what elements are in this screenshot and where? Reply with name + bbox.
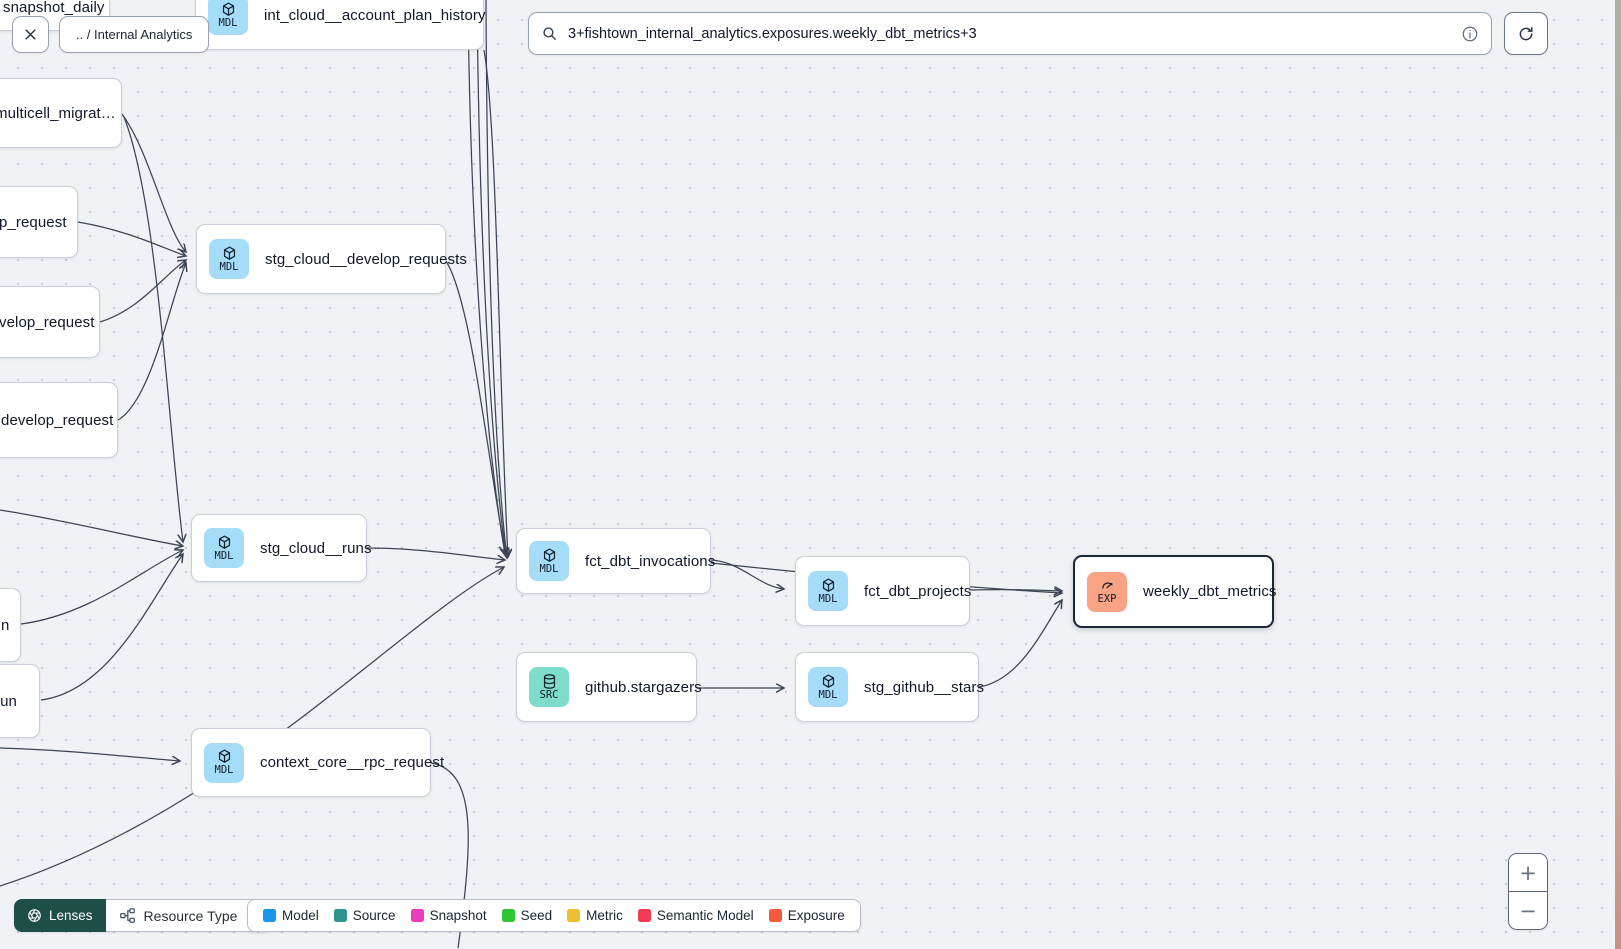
legend-item-model: Model [263, 908, 319, 923]
node-label: multicell_migrat… [0, 104, 116, 122]
aperture-icon [28, 909, 41, 922]
node-cut-n[interactable]: n [0, 588, 21, 662]
snapshot-color-swatch [410, 909, 424, 922]
window-edge-strip [1615, 0, 1621, 949]
node-label: stg_github__stars [864, 678, 985, 696]
node-label: stg_cloud__develop_requests [265, 250, 468, 268]
legend-item-exposure: Exposure [768, 908, 845, 923]
node-label: develop_request [1, 411, 114, 429]
refresh-icon [1519, 26, 1533, 40]
cube-icon [822, 578, 834, 592]
node-velop-request[interactable]: velop_request [0, 286, 100, 358]
model-badge: MDL [204, 742, 244, 783]
cube-icon [822, 674, 834, 688]
node-develop-request[interactable]: develop_request [0, 382, 118, 458]
node-weekly-dbt-metrics[interactable]: EXP weekly_dbt_metrics [1073, 555, 1277, 628]
cube-icon [222, 2, 234, 16]
zoom-controls: + − [1508, 853, 1548, 930]
node-label: snapshot_daily [3, 0, 105, 16]
node-label: context_core__rpc_request [260, 754, 445, 771]
node-stg-github-stars[interactable]: MDL stg_github__stars [795, 652, 984, 722]
node-label: p_request [0, 213, 67, 231]
node-label: weekly_dbt_metrics [1143, 583, 1277, 600]
node-fct-dbt-invocations[interactable]: MDL fct_dbt_invocations [516, 528, 715, 594]
node-fct-dbt-projects[interactable]: MDL fct_dbt_projects [795, 556, 972, 626]
node-label: run [0, 692, 17, 710]
node-label: stg_cloud__runs [260, 539, 372, 557]
breadcrumb[interactable]: .. / Internal Analytics [59, 16, 210, 53]
cube-icon [218, 535, 230, 549]
node-stg-cloud-develop-requests[interactable]: MDL stg_cloud__develop_requests [196, 224, 467, 294]
node-github-stargazers[interactable]: SRC github.stargazers [516, 652, 702, 722]
node-label: github.stargazers [585, 678, 702, 696]
breadcrumb-label: .. / Internal Analytics [76, 27, 193, 42]
legend-item-metric: Metric [567, 908, 623, 923]
resource-type-label: Resource Type [143, 907, 238, 924]
model-badge: MDL [529, 541, 569, 581]
node-context-core-rpc-request[interactable]: MDL context_core__rpc_request [191, 728, 444, 797]
source-color-swatch [333, 909, 347, 922]
legend-item-seed: Seed [501, 908, 552, 923]
node-stg-cloud-runs[interactable]: MDL stg_cloud__runs [191, 514, 371, 582]
node-label: n [1, 616, 10, 634]
resource-legend: Model Source Snapshot Seed Metric Semant… [247, 899, 861, 932]
node-label: fct_dbt_invocations [585, 552, 716, 570]
node-label: int_cloud__account_plan_history [264, 6, 486, 24]
model-badge: MDL [808, 667, 848, 707]
metric-color-swatch [567, 909, 581, 922]
cube-icon [218, 749, 230, 763]
node-multicell-migration[interactable]: multicell_migrat… [0, 78, 122, 148]
node-label: velop_request [0, 313, 95, 331]
hierarchy-icon [119, 908, 135, 923]
zoom-out-button[interactable]: − [1509, 892, 1547, 929]
model-color-swatch [263, 909, 276, 922]
node-p-request[interactable]: p_request [0, 186, 78, 258]
close-button[interactable] [12, 16, 49, 53]
legend-item-snapshot: Snapshot [410, 908, 487, 923]
node-label: fct_dbt_projects [864, 582, 972, 600]
lenses-button[interactable]: Lenses [14, 899, 106, 932]
search-input[interactable] [568, 25, 1451, 42]
database-icon [543, 674, 555, 689]
model-badge: MDL [204, 528, 244, 568]
model-badge: MDL [209, 239, 249, 279]
search-icon [543, 27, 556, 40]
lineage-search [528, 12, 1492, 55]
lenses-toolbar: Lenses Resource Type [14, 899, 273, 932]
source-badge: SRC [529, 667, 569, 707]
seed-color-swatch [501, 909, 515, 922]
refresh-button[interactable] [1504, 12, 1548, 55]
legend-item-source: Source [333, 908, 396, 923]
model-badge: MDL [208, 0, 248, 35]
model-badge: MDL [808, 571, 848, 611]
cube-icon [543, 548, 555, 562]
exposure-color-swatch [768, 909, 782, 922]
zoom-in-button[interactable]: + [1509, 854, 1547, 892]
cube-icon [223, 246, 235, 260]
exposure-badge: EXP [1087, 571, 1127, 612]
node-int-cloud-account-plan-history[interactable]: MDL int_cloud__account_plan_history [195, 0, 486, 50]
legend-item-semantic-model: Semantic Model [637, 908, 754, 923]
semantic-model-color-swatch [637, 909, 651, 922]
lenses-label: Lenses [49, 908, 93, 923]
node-cut-run[interactable]: run [0, 664, 40, 738]
gauge-icon [1101, 582, 1113, 589]
info-icon[interactable] [1461, 25, 1479, 43]
close-icon [25, 29, 36, 40]
